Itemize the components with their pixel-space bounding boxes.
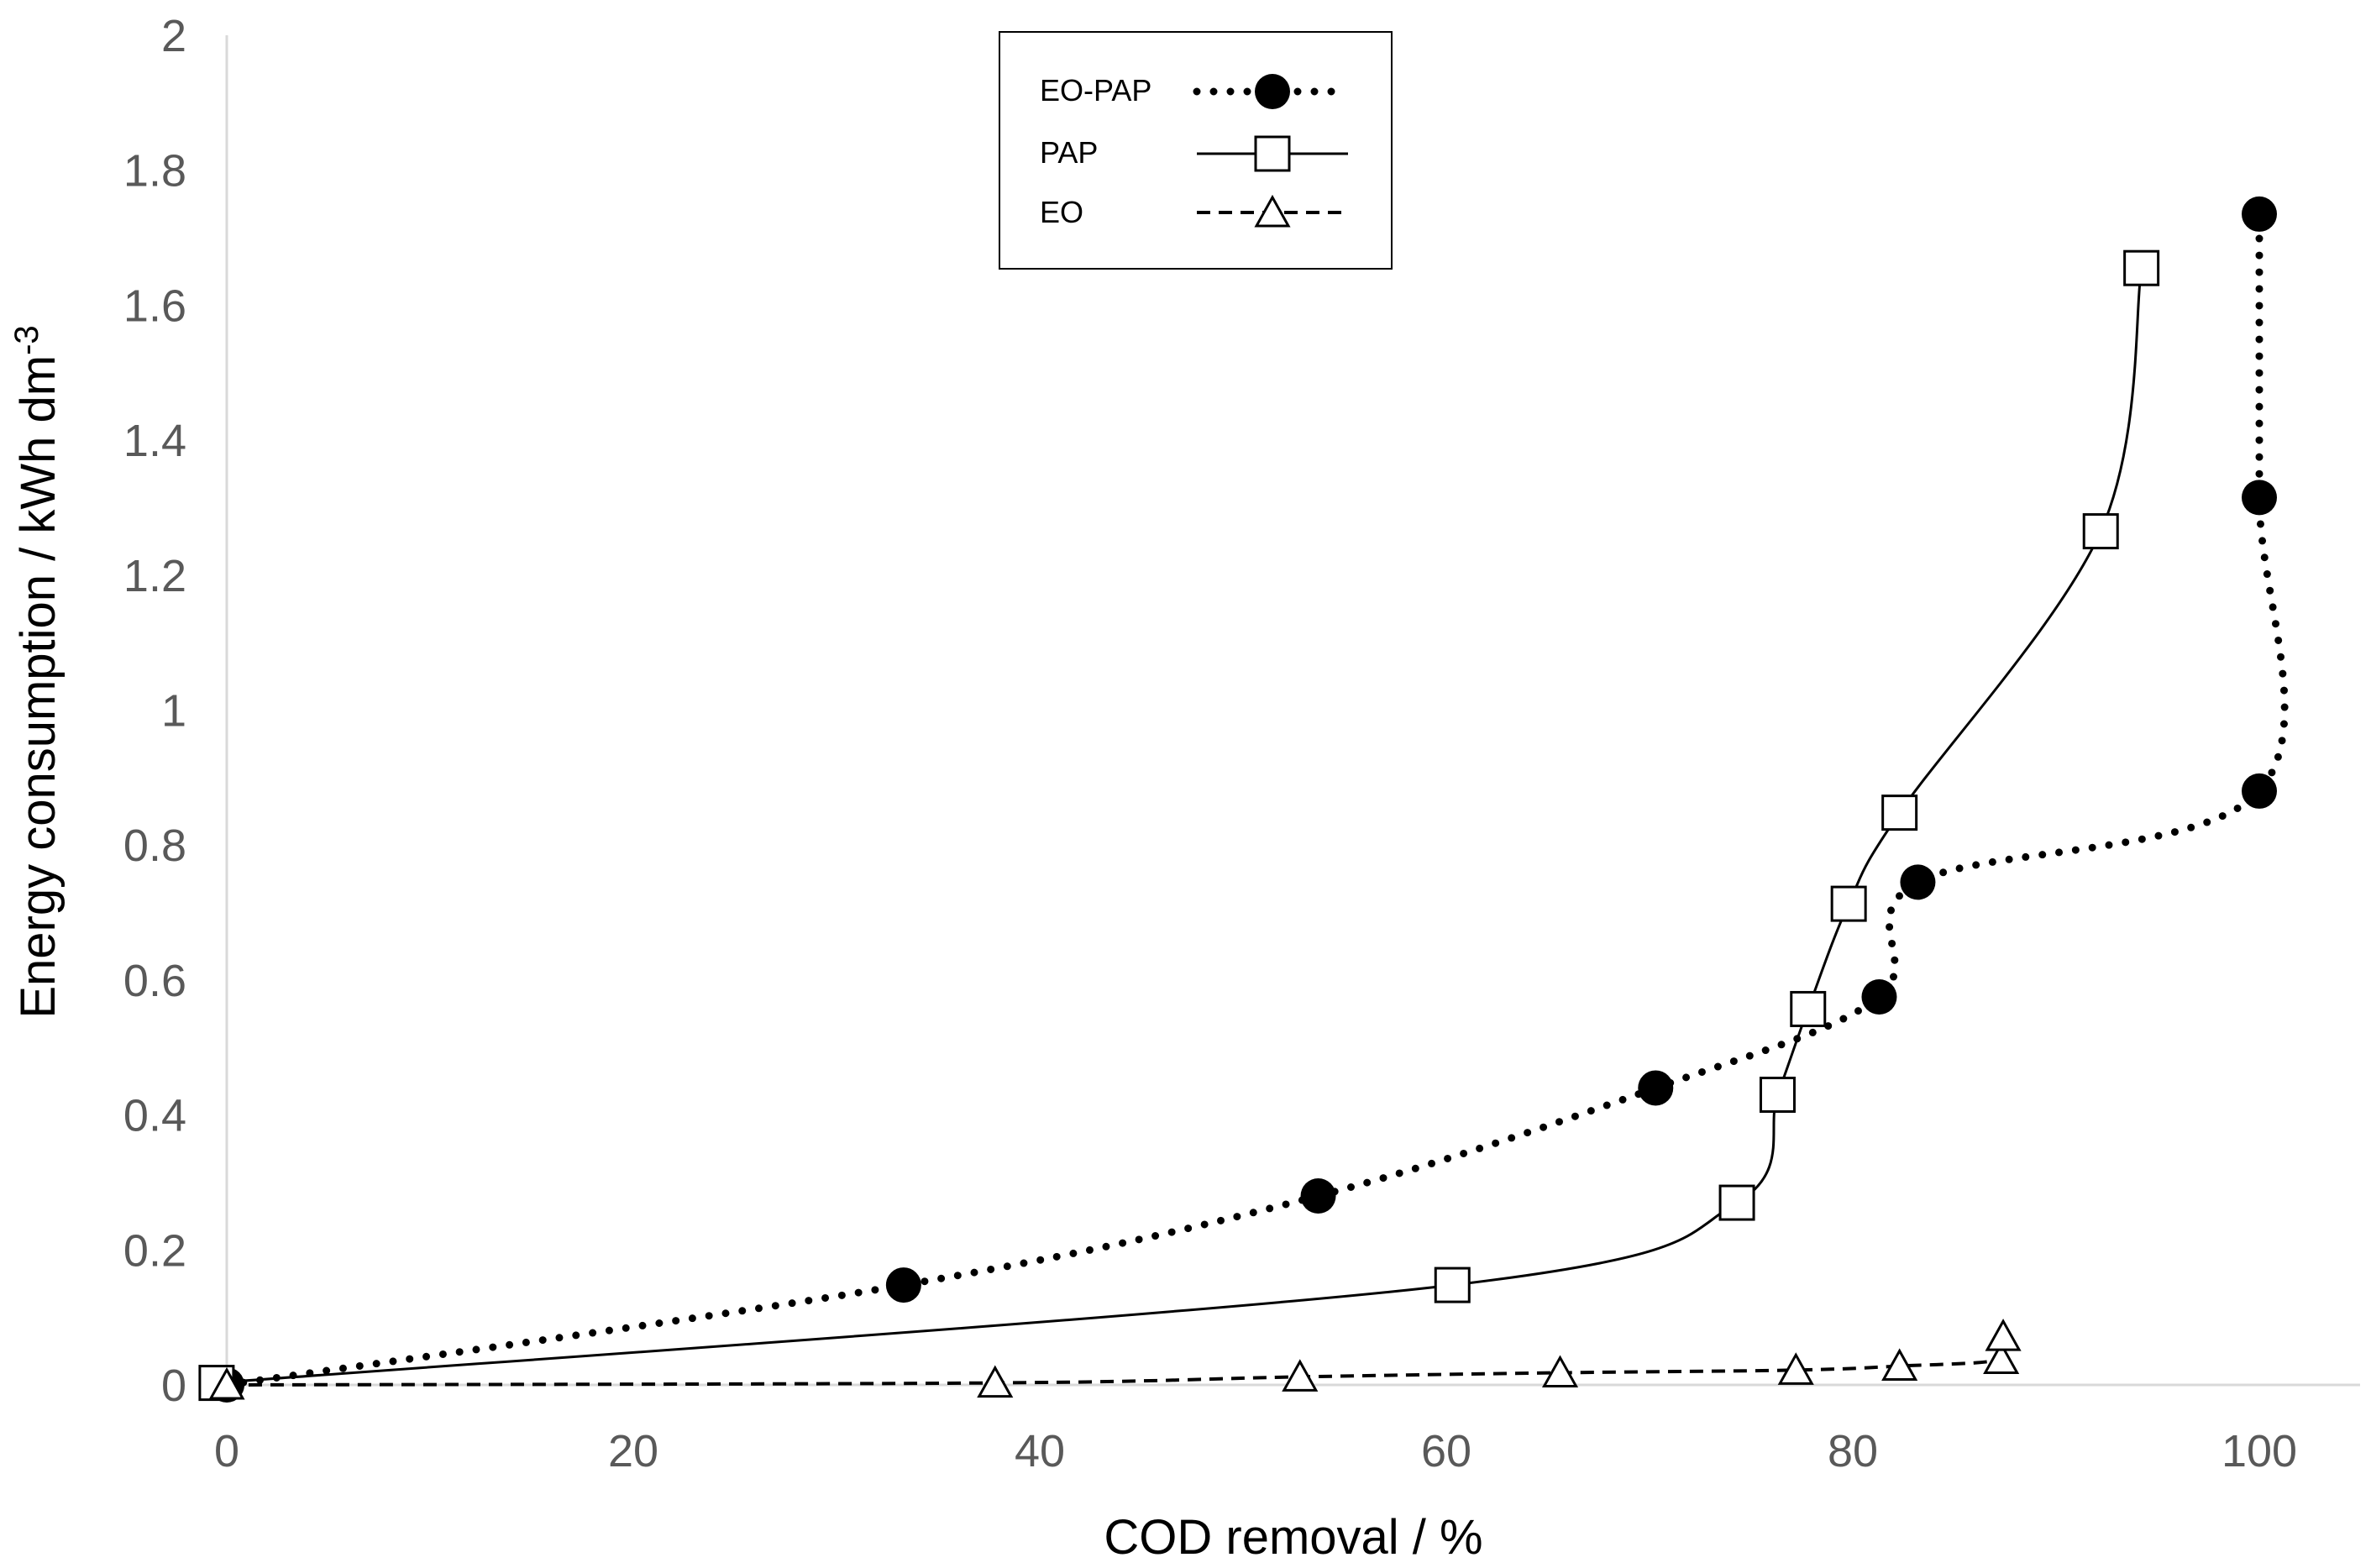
- data-point-eo: [977, 1365, 1014, 1398]
- data-point-eo: [208, 1366, 245, 1400]
- data-point-pap: [1830, 885, 1867, 922]
- y-tick-label: 0.2: [123, 1225, 186, 1276]
- legend-label-pap: PAP: [1040, 135, 1098, 170]
- data-point-eo: [1282, 1359, 1319, 1392]
- data-point-pap: [1790, 990, 1827, 1027]
- y-axis-title-main: Energy consumption / kWh dm: [11, 355, 66, 1019]
- data-point-eo-pap: [1900, 864, 1936, 900]
- legend-samples: [1193, 74, 1352, 228]
- y-tick-label: 0.6: [123, 956, 186, 1006]
- x-tick-label: 0: [214, 1426, 239, 1476]
- x-tick-label: 80: [1828, 1426, 1878, 1476]
- data-point-pap: [1434, 1266, 1471, 1303]
- legend-marker-eo: [1254, 194, 1291, 228]
- data-point-eo-pap: [2242, 773, 2277, 809]
- y-axis-title: Energy consumption / kWh dm-3: [8, 325, 66, 1018]
- legend-label-eo-pap: EO-PAP: [1040, 73, 1151, 108]
- data-point-eo: [1881, 1348, 1918, 1382]
- data-point-eo-pap: [1300, 1178, 1336, 1214]
- y-tick-label: 1.6: [123, 281, 186, 331]
- data-point-eo: [1777, 1352, 1814, 1385]
- legend-marker-pap: [1254, 135, 1291, 172]
- y-tick-label: 1: [161, 686, 186, 737]
- y-tick-label: 0.4: [123, 1091, 186, 1141]
- data-point-pap: [2082, 513, 2119, 550]
- data-point-eo-pap: [1638, 1070, 1674, 1106]
- y-axis-title-superscript: -3: [8, 325, 45, 355]
- x-tick-label: 100: [2222, 1426, 2297, 1476]
- data-point-pap: [1718, 1184, 1755, 1221]
- data-point-eo: [1983, 1341, 2020, 1374]
- y-tick-label: 0.8: [123, 821, 186, 871]
- data-point-pap: [1881, 794, 1918, 831]
- tick-labels: 0 20 40 60 80 100 0 0.2 0.4 0.6 0.8 1 1.2 1.4 1.6 1.8 2: [123, 11, 2297, 1476]
- data-point-eo: [1541, 1355, 1579, 1388]
- y-tick-label: 0: [161, 1361, 186, 1411]
- y-tick-label: 1.4: [123, 416, 186, 466]
- legend-box: [999, 31, 1393, 270]
- data-point-pap: [2123, 249, 2160, 286]
- x-tick-label: 20: [608, 1426, 658, 1476]
- x-tick-label: 60: [1421, 1426, 1471, 1476]
- legend-marker-eo-pap: [1255, 74, 1290, 109]
- data-point-eo-pap: [885, 1267, 921, 1303]
- y-tick-label: 1.8: [123, 146, 186, 197]
- data-point-eo-pap: [1861, 978, 1897, 1015]
- x-axis-title: COD removal / %: [1104, 1510, 1482, 1565]
- data-point-pap: [1759, 1076, 1796, 1113]
- data-point-eo: [1985, 1319, 2022, 1351]
- y-tick-label: 1.2: [123, 551, 186, 601]
- data-point-eo-pap: [2242, 196, 2277, 232]
- data-point-eo-pap: [2242, 480, 2277, 516]
- legend-label-eo: EO: [1040, 195, 1083, 229]
- x-tick-label: 40: [1015, 1426, 1065, 1476]
- series-markers: [198, 196, 2277, 1403]
- y-tick-label: 2: [161, 11, 186, 61]
- legend: EO-PAP PAP EO: [999, 31, 1393, 270]
